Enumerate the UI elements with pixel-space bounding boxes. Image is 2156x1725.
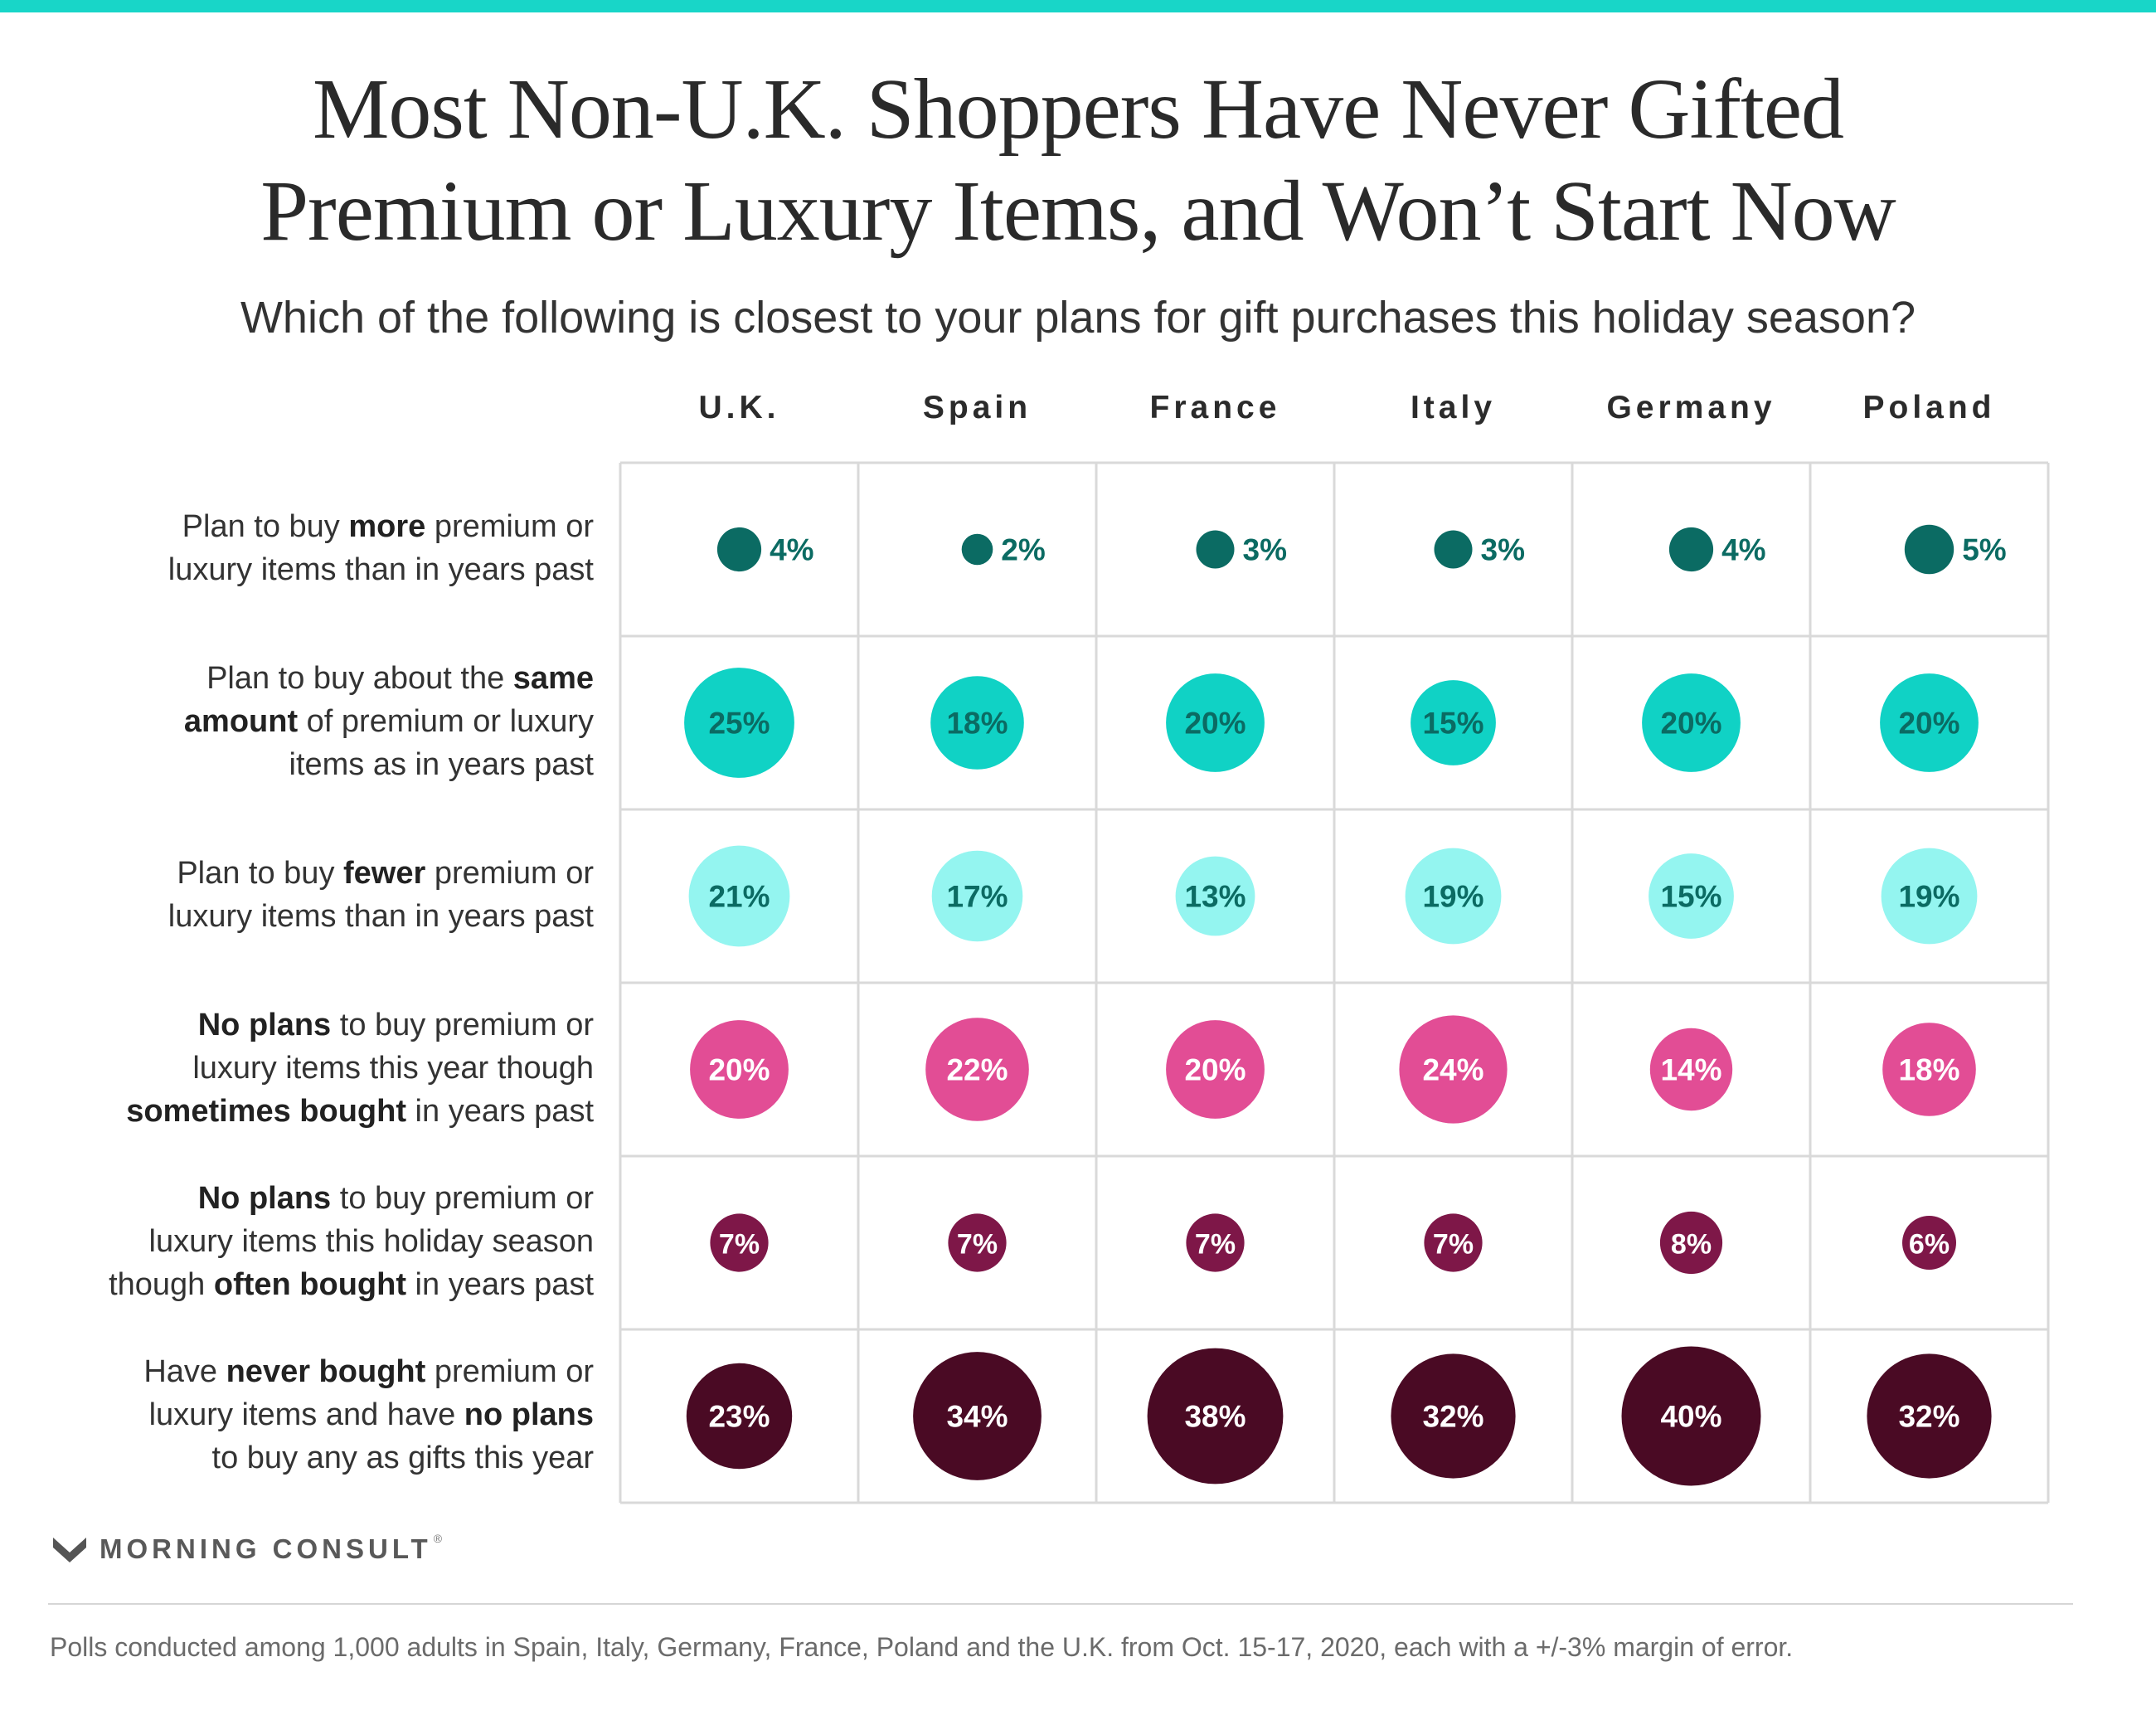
bubble-value-label: 17% [946,880,1008,914]
bubble-5-5 [1867,1353,1992,1479]
brand-logo: MORNING CONSULT ® [51,1528,442,1570]
bubble-5-3 [1391,1353,1516,1479]
bubble-value-label: 38% [1184,1400,1246,1434]
bubble-value-label: 20% [1184,707,1246,741]
bubble-2-4 [1649,853,1734,939]
bubble-1-2 [1166,673,1265,772]
bubble-value-label: 19% [1422,880,1483,914]
row-label: Plan to buy fewer premium or luxury items… [168,855,594,934]
column-header: France [1149,390,1281,425]
bubble-0-5 [1904,524,1954,575]
bubble-4-1 [948,1213,1007,1272]
bubble-3-1 [925,1018,1029,1121]
bubble-3-5 [1882,1023,1976,1116]
bubble-value-label: 32% [1898,1400,1959,1434]
bubble-value-label: 20% [1184,1053,1246,1087]
bubble-value-label: 15% [1660,880,1721,914]
bubble-value-label: 14% [1660,1053,1721,1087]
column-header: Spain [922,390,1032,425]
bubble-2-1 [931,850,1023,942]
bubble-value-label: 8% [1671,1229,1712,1261]
bubble-value-label: 5% [1962,533,2006,567]
bubble-0-1 [961,533,993,566]
bubble-1-1 [930,676,1024,770]
bubble-0-4 [1668,527,1714,572]
bubble-value-label: 2% [1001,533,1045,567]
bubble-4-5 [1902,1216,1956,1270]
bubble-value-label: 21% [708,880,770,914]
chart-title-line-1: Most Non-U.K. Shoppers Have Never Gifted [312,61,1844,157]
bubble-value-label: 7% [1433,1229,1474,1261]
bubble-2-0 [688,845,790,947]
column-header: Germany [1606,390,1776,425]
bubble-value-label: 7% [1195,1229,1236,1261]
bubble-0-2 [1196,530,1235,569]
column-header: Italy [1410,390,1497,425]
brand-trademark: ® [433,1532,443,1545]
chart-title: Most Non-U.K. Shoppers Have Never Gifted… [0,58,2156,262]
bubble-4-0 [710,1213,769,1272]
bubble-3-2 [1166,1020,1265,1119]
bubble-4-3 [1424,1213,1483,1272]
bubble-value-label: 3% [1243,533,1287,567]
brand-name: MORNING CONSULT [100,1533,432,1564]
footer-divider [48,1603,2073,1605]
bubble-value-label: 6% [1909,1229,1950,1261]
bubble-5-1 [913,1352,1042,1480]
bubble-value-label: 7% [719,1229,760,1261]
bubble-2-2 [1175,856,1255,936]
bubble-value-label: 34% [946,1400,1008,1434]
column-header: U.K. [698,390,780,425]
bubble-5-0 [686,1363,793,1470]
bubble-0-0 [716,527,762,572]
bubble-value-label: 20% [1898,707,1959,741]
bubble-value-label: 13% [1184,880,1246,914]
bubble-value-label: 3% [1481,533,1525,567]
bubble-value-label: 23% [708,1400,770,1434]
bubble-1-5 [1880,673,1979,772]
bubble-value-label: 15% [1422,707,1483,741]
bubble-value-label: 25% [708,707,770,741]
row-label: No plans to buy premium or luxury items t… [109,1180,594,1302]
bubble-value-label: 20% [708,1053,770,1087]
bubble-2-3 [1405,848,1502,945]
bubble-value-label: 18% [946,707,1008,741]
bubble-5-4 [1621,1346,1761,1486]
bubble-value-label: 4% [1721,533,1765,567]
row-label: Have never bought premium or luxury items… [143,1353,594,1475]
bubble-3-3 [1399,1015,1508,1124]
bubble-1-3 [1411,680,1496,765]
morning-consult-logo-icon [53,1538,86,1562]
chart-title-line-2: Premium or Luxury Items, and Won’t Start… [260,163,1896,259]
bubble-value-label: 40% [1660,1400,1721,1434]
bubble-value-label: 32% [1422,1400,1483,1434]
bubble-value-label: 19% [1898,880,1959,914]
bubble-value-label: 4% [770,533,813,567]
bubble-1-4 [1642,673,1741,772]
bubble-4-2 [1186,1213,1245,1272]
bubble-4-4 [1659,1211,1723,1275]
bubble-0-3 [1434,530,1473,569]
bubble-value-label: 18% [1898,1053,1959,1087]
bubble-1-0 [684,668,794,778]
top-accent-bar [0,0,2156,12]
bubble-3-4 [1649,1028,1733,1111]
methodology-note: Polls conducted among 1,000 adults in Sp… [50,1632,1794,1662]
row-label: Plan to buy about the same amount of prem… [183,660,594,782]
bubble-2-5 [1881,848,1978,945]
column-header: Poland [1862,390,1996,425]
bubble-value-label: 20% [1660,707,1721,741]
row-label: Plan to buy more premium or luxury items … [168,508,594,587]
bubble-3-0 [690,1020,789,1119]
bubble-value-label: 22% [946,1053,1008,1087]
bubble-value-label: 24% [1422,1053,1483,1087]
bubble-value-label: 7% [957,1229,998,1261]
row-label: No plans to buy premium or luxury items t… [126,1007,594,1129]
chart-subtitle: Which of the following is closest to you… [240,293,1916,343]
bubble-5-2 [1147,1348,1284,1484]
